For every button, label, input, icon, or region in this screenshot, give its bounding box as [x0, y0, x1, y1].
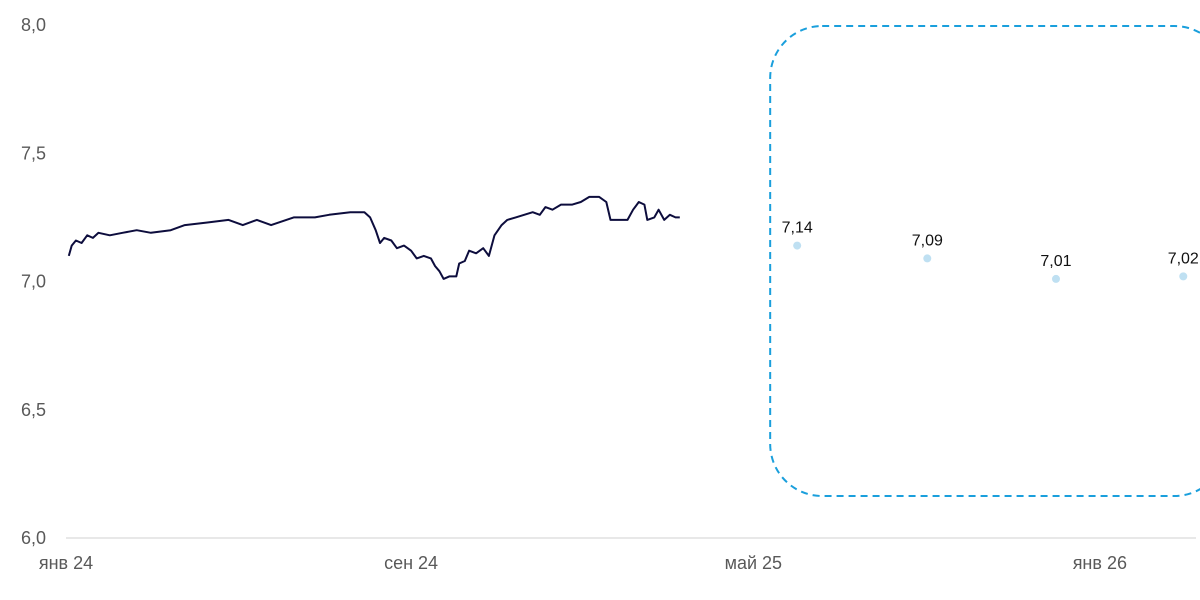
y-axis-ticks: 6,0 6,5 7,0 7,5 8,0 — [21, 15, 46, 548]
forecast-point — [1179, 272, 1188, 281]
y-tick-label: 7,5 — [21, 143, 46, 163]
forecast-data-label: 7,14 — [782, 220, 813, 237]
forecast-point — [793, 241, 802, 250]
x-tick-label: сен 24 — [384, 553, 438, 573]
forecast-point — [1051, 274, 1060, 283]
forecast-data-label: 7,09 — [912, 232, 943, 249]
x-tick-label: янв 26 — [1073, 553, 1127, 573]
forecast-point — [923, 254, 932, 263]
y-tick-label: 6,0 — [21, 528, 46, 548]
y-tick-label: 6,5 — [21, 400, 46, 420]
history-series-line — [67, 195, 680, 280]
x-tick-label: янв 24 — [39, 553, 93, 573]
y-tick-label: 7,0 — [21, 272, 46, 292]
forecast-points: 7,14 7,09 7,01 7,02 — [782, 220, 1199, 283]
y-tick-label: 8,0 — [21, 15, 46, 35]
forecast-highlight-box — [769, 25, 1200, 497]
forecast-data-label: 7,01 — [1040, 253, 1071, 270]
x-tick-label: май 25 — [725, 553, 782, 573]
x-axis-ticks: янв 24 сен 24 май 25 янв 26 — [39, 553, 1127, 573]
forecast-data-label: 7,02 — [1168, 250, 1199, 267]
